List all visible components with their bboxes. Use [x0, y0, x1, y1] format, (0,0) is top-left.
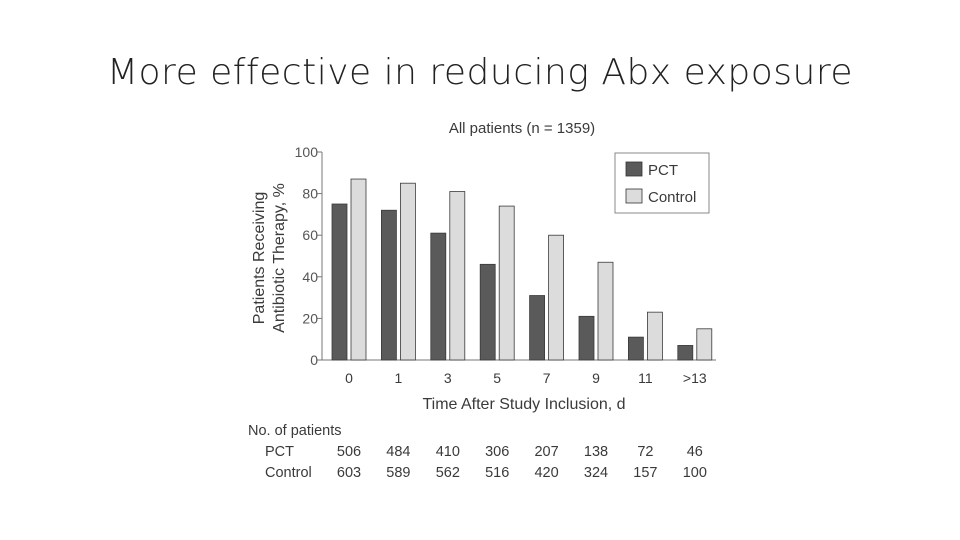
- y-tick-label: 40: [302, 269, 318, 285]
- chart-title: All patients (n = 1359): [449, 120, 595, 137]
- legend: PCT Control: [614, 152, 710, 214]
- patients-table-cell: 410: [436, 444, 460, 460]
- bar-pct-0: [331, 203, 348, 361]
- bar-pct-5: [578, 315, 595, 361]
- x-tick-label: >13: [683, 370, 707, 386]
- patients-table-cell: 603: [337, 465, 361, 481]
- legend-label-pct: PCT: [648, 162, 678, 179]
- bar-pct-4: [529, 295, 545, 361]
- patients-table-cell: 484: [386, 444, 410, 460]
- y-tick-label: 100: [295, 144, 319, 160]
- bar-control-3: [498, 205, 515, 361]
- patients-table-cell: 46: [687, 444, 703, 460]
- patients-table-cell: 562: [436, 465, 460, 481]
- bar-pct-3: [479, 263, 496, 361]
- y-tick-label: 60: [302, 227, 318, 243]
- patients-table-cell: 324: [584, 465, 608, 481]
- patients-table-cell: 157: [633, 465, 657, 481]
- patients-table-cell: 420: [534, 465, 558, 481]
- bar-control-2: [449, 191, 466, 361]
- bar-control-4: [548, 234, 564, 361]
- patients-table-cell: 100: [683, 465, 707, 481]
- patients-table-cell: 72: [637, 444, 653, 460]
- patients-table-cell: 506: [337, 444, 361, 460]
- bar-pct-7: [677, 345, 694, 361]
- slide-title: More effective in reducing Abx exposure: [106, 52, 854, 93]
- y-axis-title: Patients Receiving Antibiotic Therapy, %: [251, 183, 288, 333]
- legend-swatch-pct: [625, 161, 643, 177]
- patients-table-cell: 306: [485, 444, 509, 460]
- bar-control-1: [399, 182, 416, 361]
- patients-table-cells: 506 484 410 306 207 138 72 46 603 589 562 516 420 324…: [337, 444, 707, 481]
- x-tick-label: 11: [638, 370, 653, 386]
- patients-table-cell: 516: [485, 465, 509, 481]
- y-axis-title-line2: Antibiotic Therapy, %: [271, 183, 288, 333]
- y-tick-label: 0: [310, 352, 318, 368]
- x-axis-title: Time After Study Inclusion, d: [422, 396, 625, 413]
- patients-table-header: No. of patients: [248, 423, 342, 439]
- patients-table-cell: 589: [386, 465, 410, 481]
- patients-table: No. of patients PCT Control 506 484 410 306…: [248, 423, 707, 481]
- patients-table-cell: 207: [534, 444, 558, 460]
- bar-pct-1: [380, 209, 397, 361]
- x-tick-label: 9: [592, 370, 600, 386]
- bar-pct-6: [628, 336, 644, 361]
- patients-table-cell: 138: [584, 444, 608, 460]
- x-tick-label: 0: [345, 370, 353, 386]
- y-tick-label: 80: [302, 186, 318, 202]
- x-ticks: 0 1 3 5 7 9 11 >13: [345, 370, 707, 386]
- x-tick-label: 1: [395, 370, 403, 386]
- bar-control-7: [696, 328, 713, 361]
- patients-row-label-pct: PCT: [265, 444, 294, 460]
- bar-control-5: [597, 261, 614, 361]
- x-tick-label: 7: [543, 370, 551, 386]
- bars: [331, 178, 713, 361]
- x-tick-label: 3: [444, 370, 452, 386]
- patients-row-label-control: Control: [265, 465, 312, 481]
- legend-swatch-control: [625, 188, 643, 204]
- bar-control-0: [350, 178, 367, 361]
- x-tick-label: 5: [493, 370, 501, 386]
- legend-label-control: Control: [648, 189, 696, 206]
- bar-pct-2: [430, 232, 447, 361]
- y-ticks: 0 20 40 60 80 100: [295, 144, 322, 368]
- y-axis-title-line1: Patients Receiving: [251, 192, 268, 325]
- y-tick-label: 20: [302, 310, 318, 326]
- bar-control-6: [647, 311, 663, 361]
